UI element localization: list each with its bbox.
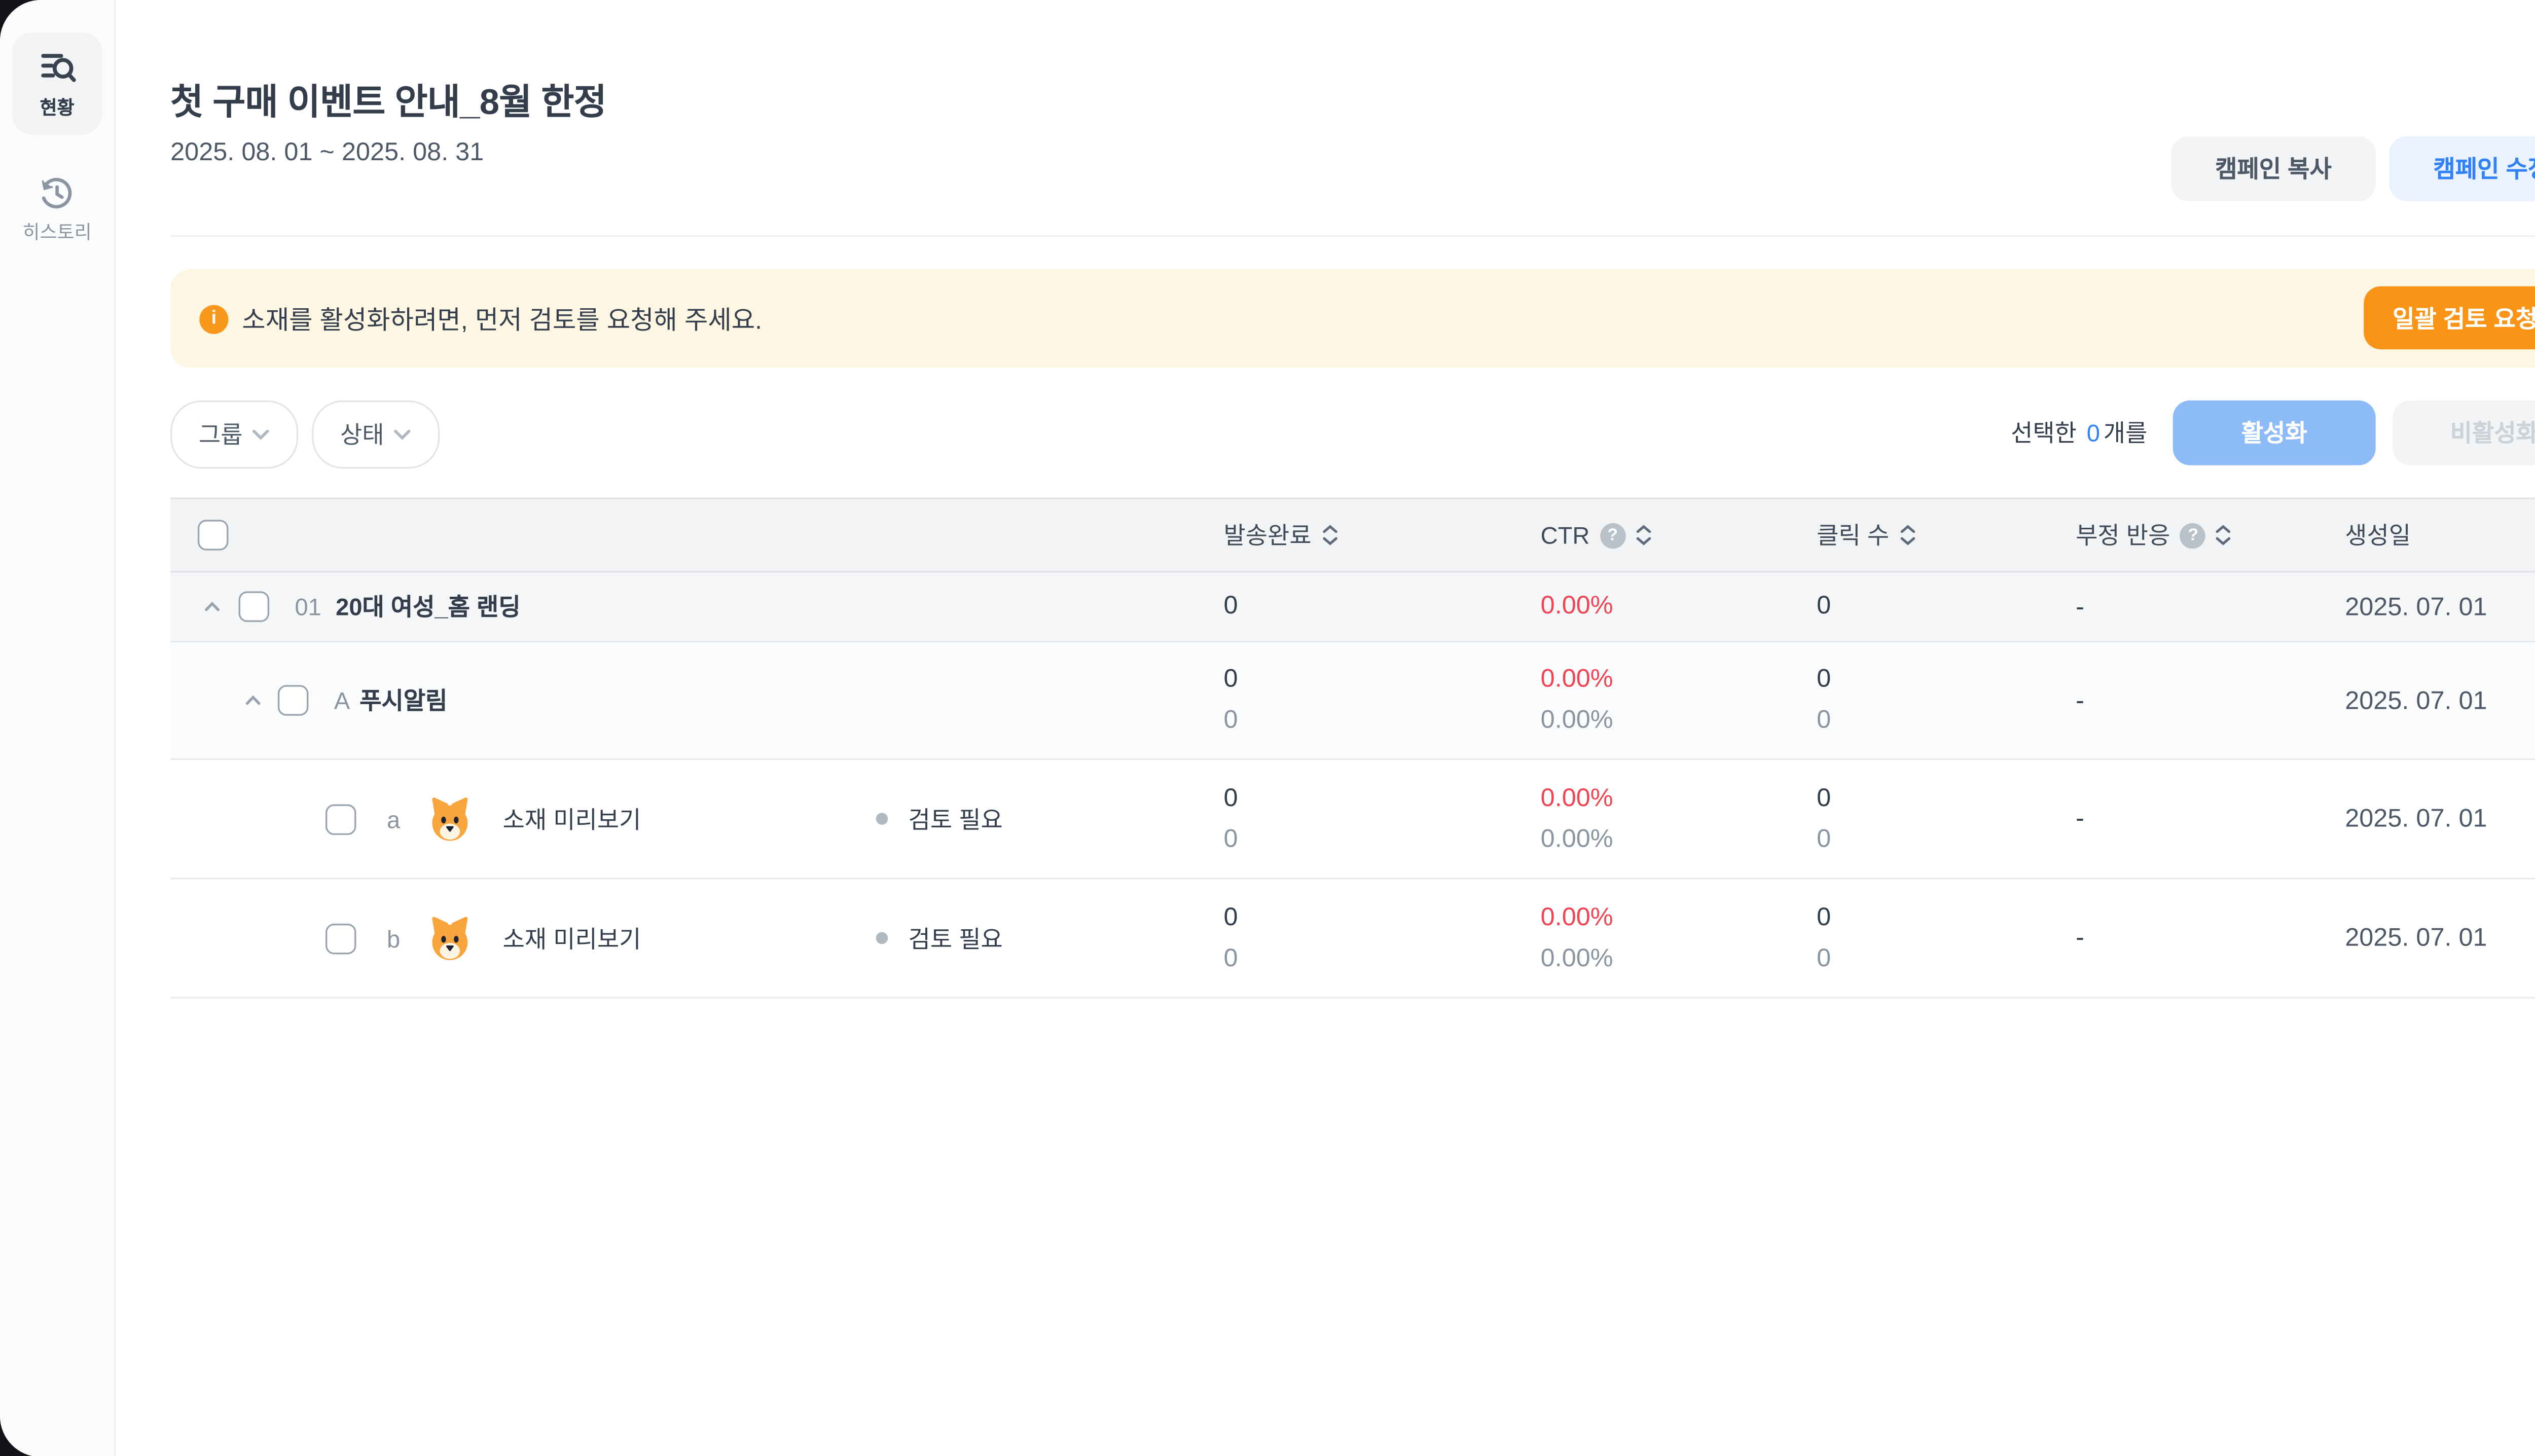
clicks-sub-value: 0 [1817,824,1831,853]
ctr-value: 0.00% [1540,591,1613,621]
sent-value: 0 [1223,783,1238,812]
help-icon[interactable]: ? [2180,522,2206,548]
column-sent: 발송완료 [1223,518,1337,552]
ctr-sub-value: 0.00% [1540,824,1613,853]
row-index: 01 [295,593,321,621]
sidebar-item-label: 현황 [40,98,75,119]
created-date: 2025. 07. 01 [2345,923,2487,953]
sort-icon[interactable] [1322,525,1337,545]
sidebar: 현황 히스토리 [0,0,116,1456]
negative-value: - [2076,592,2084,622]
creative-preview-link[interactable]: 소재 미리보기 [502,924,641,952]
bulk-review-request-button[interactable]: 일괄 검토 요청 [2364,286,2535,350]
ctr-value: 0.00% [1540,783,1613,812]
table-header-row: 발송완료 CTR ? 클릭 수 [170,497,2535,573]
creative-bear-icon [426,795,474,843]
sent-value: 0 [1223,902,1238,931]
activate-button[interactable]: 활성화 [2172,400,2376,465]
status-badge: 검토 필요 [908,924,1003,952]
edit-campaign-button[interactable]: 캠페인 수정 [2389,136,2535,201]
creatives-table: 발송완료 CTR ? 클릭 수 [170,497,2535,999]
notice-banner: i 소재를 활성화하려면, 먼저 검토를 요청해 주세요. 일괄 검토 요청 [170,269,2535,369]
sidebar-item-label: 히스토리 [22,222,92,243]
row-checkbox[interactable] [238,591,270,622]
column-negative: 부정 반응 ? [2076,518,2231,552]
sent-value: 0 [1223,591,1238,621]
chevron-down-icon [253,429,270,440]
table-row-creative[interactable]: b 소재 미리보기 검토 필요 0 [170,879,2535,999]
creative-bear-icon [426,914,474,962]
row-checkbox[interactable] [277,685,309,716]
clicks-sub-value: 0 [1817,705,1831,735]
sent-sub-value: 0 [1223,943,1238,972]
sort-icon[interactable] [1899,525,1914,545]
clicks-value: 0 [1817,902,1831,931]
sent-sub-value: 0 [1223,824,1238,853]
status-filter-dropdown[interactable]: 상태 [312,400,440,469]
collapse-caret-icon[interactable] [204,601,220,612]
selection-summary: 선택한 0 개를 [1977,401,2147,465]
page-title: 첫 구매 이벤트 안내_8월 한정 [170,83,607,123]
sent-sub-value: 0 [1223,705,1238,735]
status-badge: 검토 필요 [908,805,1003,833]
selected-prefix: 선택한 [2011,419,2077,447]
deactivate-button[interactable]: 비활성화 [2393,400,2535,465]
table-row-creative[interactable]: a 소재 미리보기 검토 필요 0 [170,760,2535,880]
created-date: 2025. 07. 01 [2345,804,2487,833]
sort-icon[interactable] [1636,525,1651,545]
sent-value: 0 [1223,664,1238,694]
row-index: a [387,805,401,833]
adgroup-name: 푸시알림 [359,686,448,714]
clicks-sub-value: 0 [1817,943,1831,972]
selected-count: 0 [2086,419,2100,447]
creative-preview-link[interactable]: 소재 미리보기 [502,805,641,833]
header-divider [170,235,2535,237]
row-checkbox[interactable] [325,803,356,834]
help-icon[interactable]: ? [1600,522,1625,548]
table-row-adgroup[interactable]: A 푸시알림 0 0 0.00% 0.00% 0 0 - 2025. 07. 0… [170,642,2535,760]
ctr-sub-value: 0.00% [1540,705,1613,735]
sidebar-item-history[interactable]: 히스토리 [12,162,102,257]
ctr-value: 0.00% [1540,902,1613,931]
row-index: b [387,924,401,952]
row-checkbox[interactable] [325,923,356,954]
table-row-group[interactable]: 01 20대 여성_홈 랜딩 0 0.00% 0 - 2025. 07. 01 [170,572,2535,643]
campaign-date-range: 2025. 08. 01 ~ 2025. 08. 31 [170,138,484,167]
sort-icon[interactable] [2216,525,2231,545]
selected-suffix: 개를 [2103,419,2148,447]
sidebar-item-status[interactable]: 현황 [12,32,102,135]
copy-campaign-button[interactable]: 캠페인 복사 [2171,136,2376,201]
created-date: 2025. 07. 01 [2345,685,2487,715]
negative-value: - [2076,923,2084,953]
created-date: 2025. 07. 01 [2345,592,2487,622]
ctr-sub-value: 0.00% [1540,943,1613,972]
info-icon: i [199,304,229,334]
status-search-icon [38,47,77,86]
select-all-checkbox[interactable] [197,520,229,551]
collapse-caret-icon[interactable] [245,695,261,705]
status-filter-label: 상태 [340,421,384,449]
clicks-value: 0 [1817,783,1831,812]
clicks-value: 0 [1817,664,1831,694]
history-icon [39,175,75,211]
group-name: 20대 여성_홈 랜딩 [336,593,521,621]
column-ctr: CTR ? [1541,522,1651,549]
ctr-value: 0.00% [1540,664,1613,694]
status-dot-icon [876,932,888,944]
row-index: A [334,686,350,714]
group-filter-dropdown[interactable]: 그룹 [170,400,299,469]
column-created: 생성일 [2345,521,2411,549]
chevron-down-icon [394,429,412,440]
negative-value: - [2076,685,2084,715]
group-filter-label: 그룹 [198,421,243,449]
negative-value: - [2076,804,2084,833]
notice-message: 소재를 활성화하려면, 먼저 검토를 요청해 주세요. [242,306,763,335]
column-clicks: 클릭 수 [1817,518,1914,552]
status-dot-icon [876,813,888,825]
clicks-value: 0 [1817,591,1831,621]
